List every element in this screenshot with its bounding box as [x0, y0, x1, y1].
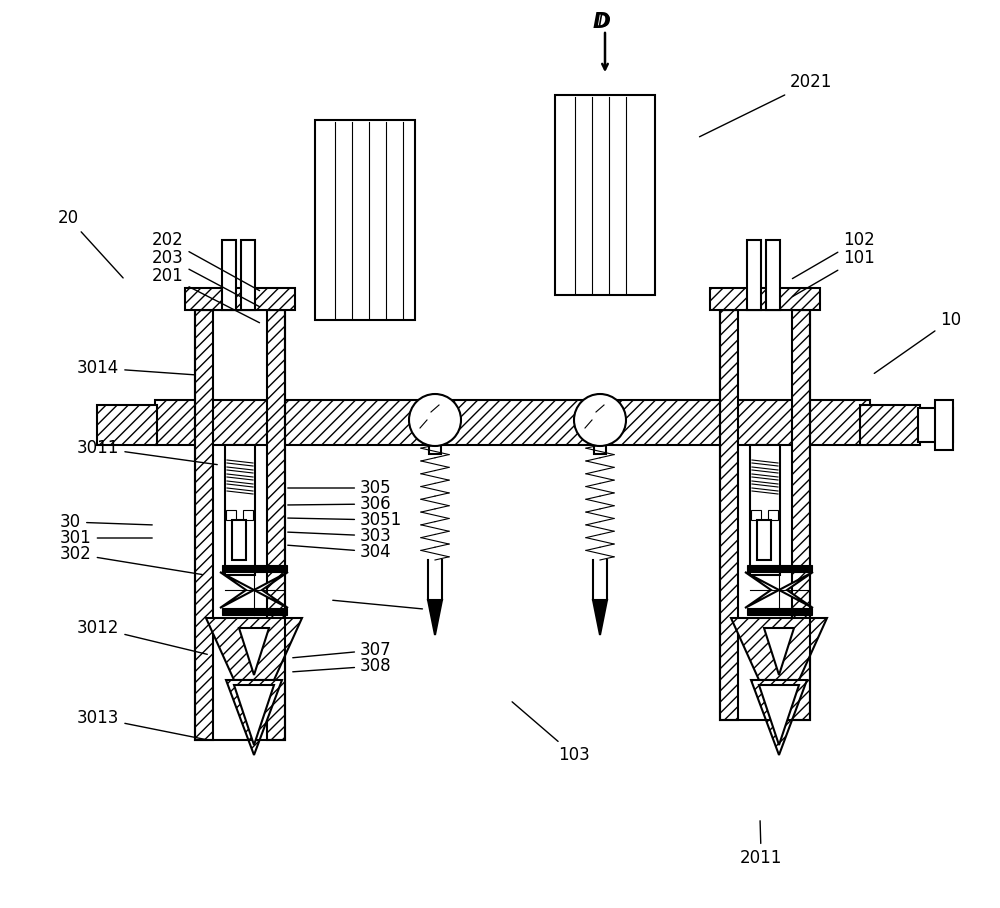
Text: 305: 305 [288, 479, 392, 497]
Text: 3051: 3051 [288, 511, 402, 529]
Text: 302: 302 [60, 545, 202, 575]
Polygon shape [254, 572, 288, 608]
Text: 3013: 3013 [77, 709, 205, 739]
Bar [720, 310, 810, 720]
Bar [222, 565, 287, 572]
Text: 202: 202 [152, 231, 260, 291]
Polygon shape [428, 600, 442, 635]
Text: D: D [598, 13, 611, 31]
Polygon shape [593, 600, 607, 635]
Bar [747, 240, 761, 310]
Bar [792, 310, 810, 720]
Text: D: D [592, 12, 610, 32]
Polygon shape [226, 680, 282, 755]
Bar [267, 310, 285, 740]
Bar [232, 520, 246, 560]
Bar [860, 405, 920, 445]
Bar [594, 442, 606, 454]
Bar [751, 510, 761, 520]
Polygon shape [239, 628, 269, 675]
Text: 2011: 2011 [740, 821, 782, 867]
Polygon shape [731, 618, 827, 680]
Polygon shape [220, 572, 254, 608]
Bar [768, 510, 778, 520]
Text: 102: 102 [792, 231, 875, 279]
Polygon shape [764, 628, 794, 675]
Polygon shape [751, 680, 807, 755]
Text: C: C [333, 600, 440, 619]
Text: 101: 101 [792, 249, 875, 297]
Bar [243, 510, 253, 520]
Bar [555, 95, 655, 295]
Bar [97, 405, 157, 445]
Polygon shape [779, 572, 813, 608]
Bar [720, 310, 738, 720]
Text: 30: 30 [60, 513, 152, 531]
Bar [185, 288, 295, 310]
Bar [757, 520, 771, 560]
Text: 306: 306 [288, 495, 392, 513]
Bar [747, 608, 812, 615]
Polygon shape [759, 685, 799, 745]
Bar [750, 445, 780, 575]
Polygon shape [745, 572, 779, 608]
Text: 20: 20 [58, 209, 123, 278]
Bar [747, 565, 812, 572]
Text: 3014: 3014 [77, 359, 194, 377]
Text: 301: 301 [60, 529, 152, 547]
Bar [710, 288, 820, 310]
Bar [935, 400, 953, 450]
Text: 3011: 3011 [77, 439, 217, 465]
Text: 203: 203 [152, 249, 260, 307]
Circle shape [409, 394, 461, 446]
Bar [195, 310, 285, 740]
Bar [225, 445, 255, 575]
Bar [766, 240, 780, 310]
Bar [315, 120, 415, 320]
Bar [429, 442, 441, 454]
Bar [222, 608, 287, 615]
Bar [195, 310, 213, 740]
Text: 307: 307 [293, 641, 392, 659]
Bar [241, 240, 255, 310]
Text: 2021: 2021 [699, 73, 832, 137]
Text: 3012: 3012 [77, 619, 207, 655]
Bar [226, 510, 236, 520]
Text: 103: 103 [512, 702, 590, 764]
Circle shape [574, 394, 626, 446]
Bar [918, 408, 953, 442]
Bar [155, 400, 870, 445]
Polygon shape [234, 685, 274, 745]
Polygon shape [206, 618, 302, 680]
Text: 201: 201 [152, 267, 260, 322]
Text: 308: 308 [293, 657, 392, 675]
Text: 304: 304 [288, 543, 392, 561]
Text: 303: 303 [288, 527, 392, 545]
Bar [222, 240, 236, 310]
Text: 10: 10 [874, 311, 961, 373]
